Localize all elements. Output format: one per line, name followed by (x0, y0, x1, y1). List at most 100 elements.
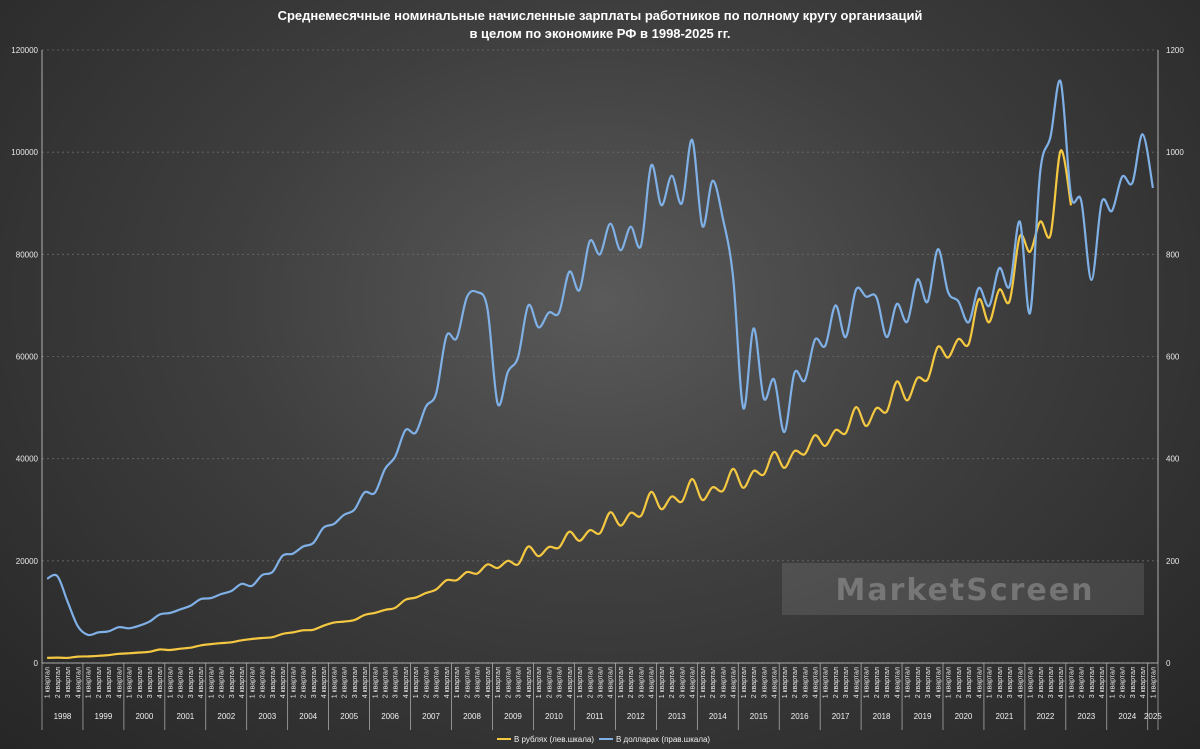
quarter-tick-label: 1 квартал (372, 667, 379, 698)
quarter-tick-label: 3 квартал (393, 667, 400, 698)
left-tick-label: 60000 (16, 353, 39, 362)
quarter-tick-label: 4 квартал (731, 667, 738, 698)
quarter-tick-label: 3 квартал (1007, 667, 1014, 698)
quarter-tick-label: 1 квартал (413, 667, 420, 698)
year-label: 2020 (955, 712, 973, 721)
quarter-tick-label: 3 квартал (761, 667, 768, 698)
year-label: 2014 (709, 712, 727, 721)
quarter-tick-label: 3 квартал (106, 667, 113, 698)
year-label: 2011 (586, 712, 604, 721)
quarter-tick-label: 2 квартал (219, 667, 226, 698)
quarter-tick-label: 4 квартал (1140, 667, 1147, 698)
series-line-rub (47, 149, 1073, 660)
quarter-tick-label: 4 квартал (976, 667, 983, 698)
right-tick-label: 600 (1166, 353, 1180, 362)
quarter-tick-label: 3 квартал (802, 667, 809, 698)
quarter-tick-label: 3 квартал (598, 667, 605, 698)
quarter-tick-label: 3 квартал (229, 667, 236, 698)
watermark-bg (782, 563, 1144, 615)
quarter-tick-label: 1 квартал (208, 667, 215, 698)
quarter-tick-label: 2 квартал (751, 667, 758, 698)
quarter-tick-label: 2 квартал (464, 667, 471, 698)
quarter-tick-label: 4 квартал (690, 667, 697, 698)
legend-label-rub: В рублях (лев.шкала) (514, 735, 594, 744)
quarter-tick-label: 4 квартал (444, 667, 451, 698)
quarter-tick-label: 4 квартал (198, 667, 205, 698)
quarter-tick-label: 3 квартал (516, 667, 523, 698)
year-label: 2007 (422, 712, 440, 721)
left-tick-label: 120000 (11, 46, 38, 55)
quarter-tick-label: 2 квартал (587, 667, 594, 698)
year-label: 2010 (545, 712, 563, 721)
quarter-tick-label: 2 квартал (260, 667, 267, 698)
quarter-tick-label: 1 квартал (618, 667, 625, 698)
quarter-tick-label: 3 квартал (1048, 667, 1055, 698)
year-label: 2024 (1118, 712, 1136, 721)
quarter-tick-label: 3 квартал (434, 667, 441, 698)
year-label: 2012 (627, 712, 645, 721)
quarter-tick-label: 2 квартал (833, 667, 840, 698)
quarter-tick-label: 4 квартал (649, 667, 656, 698)
year-label: 2002 (217, 712, 235, 721)
right-tick-label: 1000 (1166, 148, 1184, 157)
quarter-tick-label: 2 квартал (301, 667, 308, 698)
quarter-tick-label: 1 квартал (1028, 667, 1035, 698)
gridlines (41, 49, 1159, 664)
quarter-tick-label: 2 квартал (342, 667, 349, 698)
year-label: 2021 (996, 712, 1014, 721)
quarter-tick-label: 1 квартал (823, 667, 830, 698)
quarter-tick-label: 2 квартал (1038, 667, 1045, 698)
quarter-tick-label: 4 квартал (526, 667, 533, 698)
quarter-tick-label: 2 квартал (628, 667, 635, 698)
quarter-tick-label: 2 квартал (1120, 667, 1127, 698)
right-tick-label: 400 (1166, 455, 1180, 464)
quarter-tick-label: 1 квартал (741, 667, 748, 698)
left-tick-label: 40000 (16, 455, 39, 464)
quarter-tick-label: 4 квартал (608, 667, 615, 698)
chart-title: Среднемесячные номинальные начисленные з… (278, 8, 923, 41)
quarter-tick-label: 3 квартал (679, 667, 686, 698)
quarter-tick-label: 3 квартал (352, 667, 359, 698)
quarter-tick-label: 1 квартал (905, 667, 912, 698)
quarter-tick-label: 1 квартал (1150, 667, 1157, 698)
quarter-tick-label: 4 квартал (894, 667, 901, 698)
quarter-tick-label: 2 квартал (997, 667, 1004, 698)
chart-title-line-2: в целом по экономике РФ в 1998-2025 гг. (469, 26, 730, 41)
quarter-tick-label: 2 квартал (423, 667, 430, 698)
quarter-tick-label: 2 квартал (382, 667, 389, 698)
quarter-tick-label: 1 квартал (987, 667, 994, 698)
left-tick-label: 100000 (11, 148, 38, 157)
quarter-tick-label: 2 квартал (178, 667, 185, 698)
year-label: 1999 (95, 712, 113, 721)
quarter-tick-label: 3 квартал (1130, 667, 1137, 698)
quarter-tick-label: 1 квартал (86, 667, 93, 698)
left-tick-label: 80000 (16, 250, 39, 259)
year-label: 2017 (832, 712, 850, 721)
quarter-tick-label: 3 квартал (638, 667, 645, 698)
watermark-text: MarketScreen (836, 573, 1095, 608)
year-label: 2003 (258, 712, 276, 721)
quarter-tick-label: 1 квартал (700, 667, 707, 698)
left-tick-label: 0 (34, 659, 39, 668)
quarter-tick-label: 3 квартал (557, 667, 564, 698)
quarter-tick-label: 4 квартал (362, 667, 369, 698)
quarter-tick-label: 1 квартал (782, 667, 789, 698)
quarter-tick-label: 3 квартал (311, 667, 318, 698)
quarter-tick-label: 2 квартал (96, 667, 103, 698)
quarter-tick-label: 2 квартал (915, 667, 922, 698)
quarter-tick-label: 1 квартал (946, 667, 953, 698)
year-label: 2025 (1144, 712, 1162, 721)
series-line-usd (46, 79, 1154, 637)
right-tick-label: 200 (1166, 557, 1180, 566)
quarter-tick-label: 3 квартал (65, 667, 72, 698)
quarter-tick-label: 1 квартал (577, 667, 584, 698)
quarter-tick-label: 1 квартал (864, 667, 871, 698)
quarter-tick-label: 2 квартал (137, 667, 144, 698)
year-label: 2000 (135, 712, 153, 721)
left-tick-label: 20000 (16, 557, 39, 566)
year-label: 2015 (750, 712, 768, 721)
year-label: 2008 (463, 712, 481, 721)
year-label: 2019 (914, 712, 932, 721)
quarter-tick-label: 1 квартал (331, 667, 338, 698)
quarter-tick-label: 3 квартал (270, 667, 277, 698)
